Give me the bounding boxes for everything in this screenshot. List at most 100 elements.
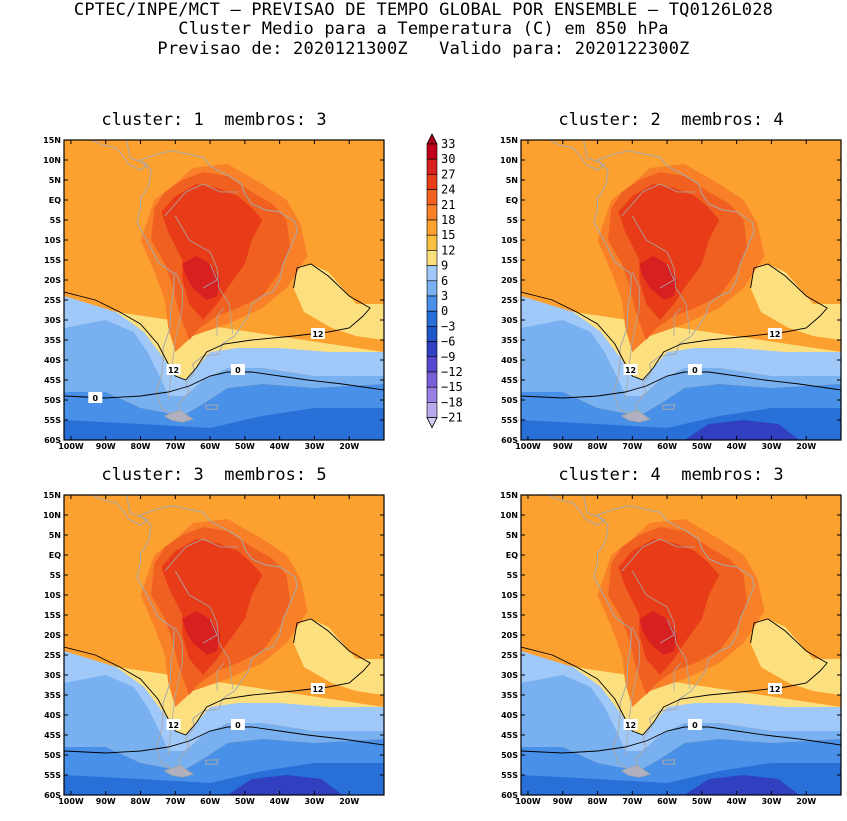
lon-tick-label: 90W — [553, 442, 573, 451]
lat-tick-label: 20S — [501, 276, 518, 285]
temp-zone-minus9-minus6 — [227, 775, 343, 795]
contour-label-box — [623, 719, 638, 730]
falkland-islands-coastline — [204, 759, 219, 765]
contour-label: 0 — [235, 366, 241, 375]
colorbar-label: 30 — [441, 152, 455, 166]
contour-label-box — [88, 392, 103, 403]
country-border — [621, 183, 695, 217]
lon-tick-label: 60W — [657, 442, 677, 451]
lat-tick-label: 30S — [44, 671, 61, 680]
lat-tick-label: 20S — [44, 631, 61, 640]
colorbar-label: 15 — [441, 228, 455, 242]
country-border — [673, 307, 682, 336]
temp-zone-minus3-0 — [64, 408, 384, 440]
lon-tick-label: 90W — [96, 442, 116, 451]
lat-tick-label: 35S — [501, 691, 518, 700]
contour-label-box — [310, 683, 325, 694]
central-america-coastline — [521, 140, 606, 171]
lat-tick-label: 35S — [44, 691, 61, 700]
colorbar-label: −6 — [441, 335, 455, 349]
lat-tick-label: 60S — [501, 436, 518, 445]
lon-tick-label: 70W — [622, 797, 642, 806]
country-border — [164, 183, 238, 217]
lat-tick-label: 5N — [506, 531, 518, 540]
lon-tick-label: 50W — [692, 442, 712, 451]
country-border — [202, 263, 218, 289]
lon-tick-label: 70W — [165, 797, 185, 806]
contour-label: 0 — [692, 721, 698, 730]
lat-tick-label: 5S — [50, 571, 62, 580]
contour-label: 0 — [235, 721, 241, 730]
country-border — [202, 618, 218, 644]
lat-tick-label: 25S — [501, 651, 518, 660]
map-panel-cluster-1: cluster: 1 membros: 3 12 12 0 0 15N 10N 5N EQ 5S… — [24, 110, 404, 466]
country-border — [216, 307, 225, 336]
country-border — [164, 538, 238, 572]
lat-tick-label: 15N — [500, 136, 518, 145]
central-america-coastline — [521, 495, 606, 526]
contour-line-0 — [64, 726, 384, 754]
colorbar-label: −3 — [441, 319, 455, 333]
colorbar-label: −15 — [441, 380, 463, 394]
lat-tick-label: 5N — [506, 176, 518, 185]
lat-tick-label: 40S — [501, 356, 518, 365]
lat-tick-label: 10N — [43, 156, 61, 165]
lon-tick-label: 60W — [200, 797, 220, 806]
lat-tick-label: EQ — [506, 551, 518, 560]
lat-tick-label: 55S — [44, 771, 61, 780]
colorbar-label: −12 — [441, 365, 463, 379]
lon-tick-label: 80W — [588, 442, 608, 451]
figure-title-line-1: CPTEC/INPE/MCT – PREVISAO DE TEMPO GLOBA… — [73, 0, 774, 20]
lat-tick-label: 10N — [500, 511, 518, 520]
lat-tick-label: 50S — [44, 396, 61, 405]
contour-line-0 — [521, 726, 841, 754]
contour-line-12 — [521, 618, 828, 736]
contour-label: 12 — [625, 366, 636, 375]
tierra-del-fuego-coastline — [620, 765, 651, 778]
map-panel-cluster-3: cluster: 3 membros: 5 12 12 0 15N 10N 5N EQ 5S 1… — [24, 465, 404, 821]
lat-tick-label: 40S — [44, 711, 61, 720]
contour-label: 12 — [168, 366, 179, 375]
contour-label-box — [230, 364, 245, 375]
lon-tick-label: 40W — [727, 797, 747, 806]
lat-tick-label: 15N — [500, 491, 518, 500]
panel-title: cluster: 3 membros: 5 — [101, 465, 327, 485]
temp-zone-27-30 — [182, 256, 221, 300]
colorbar-swatch — [426, 341, 438, 358]
country-border — [631, 215, 691, 335]
temperature-map: 12 12 0 15N 10N 5N EQ 5S 10S 15S 20S 25S 30S 35S 40S 45… — [500, 136, 842, 451]
temp-zone-24-27 — [161, 539, 263, 675]
lat-tick-label: 10N — [43, 511, 61, 520]
contour-line-12 — [64, 263, 371, 381]
lon-tick-label: 20W — [796, 797, 816, 806]
falkland-islands-coastline — [661, 404, 676, 410]
colorbar-swatch — [426, 219, 438, 236]
lat-tick-label: 15S — [44, 611, 61, 620]
contour-label: 12 — [168, 721, 179, 730]
contour-label-box — [687, 719, 702, 730]
lat-tick-label: 45S — [501, 731, 518, 740]
contour-label-box — [767, 683, 782, 694]
colorbar-swatch — [426, 356, 438, 373]
contour-label-box — [623, 364, 638, 375]
tierra-del-fuego-coastline — [620, 410, 651, 423]
lon-tick-label: 90W — [96, 797, 116, 806]
lat-tick-label: 55S — [44, 416, 61, 425]
contour-label-box — [310, 328, 325, 339]
lon-tick-label: 50W — [235, 442, 255, 451]
lat-tick-label: 15N — [43, 136, 61, 145]
temp-zone-27-30 — [639, 256, 678, 300]
figure-title-line-3: Previsao de: 2020121300Z Valido para: 20… — [157, 39, 690, 59]
central-america-coastline — [64, 140, 149, 171]
colorbar-swatch — [426, 204, 438, 221]
lat-tick-label: 45S — [501, 376, 518, 385]
temp-zone-24-27 — [161, 184, 263, 320]
tierra-del-fuego-coastline — [163, 410, 194, 423]
colorbar-label: 6 — [441, 274, 448, 288]
lon-tick-label: 80W — [588, 797, 608, 806]
lon-tick-label: 50W — [235, 797, 255, 806]
lon-tick-label: 50W — [692, 797, 712, 806]
contour-line-0 — [64, 371, 384, 399]
lon-tick-label: 100W — [58, 797, 84, 806]
country-border — [621, 538, 695, 572]
